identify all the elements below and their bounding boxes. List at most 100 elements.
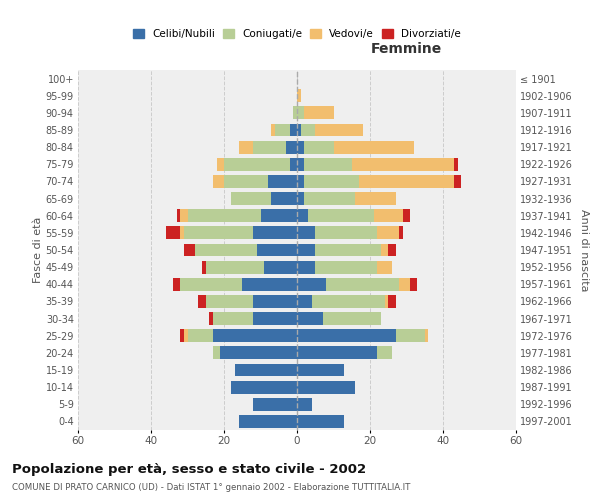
Bar xyxy=(323,312,381,325)
Legend: Celibi/Nubili, Coniugati/e, Vedovi/e, Divorziati/e: Celibi/Nubili, Coniugati/e, Vedovi/e, Di… xyxy=(129,25,465,43)
Bar xyxy=(176,210,180,222)
Bar xyxy=(290,158,297,170)
Bar xyxy=(399,278,410,290)
Bar xyxy=(184,330,187,342)
Bar xyxy=(220,346,297,360)
Bar xyxy=(297,90,301,102)
Bar xyxy=(454,158,458,170)
Bar xyxy=(297,192,304,205)
Bar xyxy=(297,106,304,120)
Bar xyxy=(180,226,184,239)
Bar xyxy=(202,260,206,274)
Bar xyxy=(180,278,242,290)
Bar xyxy=(381,244,388,256)
Bar xyxy=(232,192,271,205)
Bar xyxy=(301,124,315,136)
Bar xyxy=(297,364,344,376)
Bar xyxy=(209,312,213,325)
Bar xyxy=(242,278,297,290)
Bar xyxy=(410,278,418,290)
Bar xyxy=(253,295,297,308)
Bar xyxy=(297,330,395,342)
Bar xyxy=(206,260,264,274)
Bar xyxy=(297,140,304,153)
Bar xyxy=(297,295,311,308)
Bar xyxy=(315,124,362,136)
Bar xyxy=(388,295,395,308)
Bar xyxy=(315,260,377,274)
Bar xyxy=(297,415,344,428)
Bar xyxy=(264,260,297,274)
Bar xyxy=(187,210,260,222)
Bar xyxy=(253,398,297,410)
Bar xyxy=(297,244,315,256)
Bar xyxy=(180,210,187,222)
Bar xyxy=(315,244,381,256)
Bar xyxy=(352,158,454,170)
Bar xyxy=(239,140,253,153)
Bar xyxy=(290,124,297,136)
Bar xyxy=(217,158,224,170)
Bar xyxy=(297,158,304,170)
Bar xyxy=(395,330,425,342)
Bar xyxy=(334,140,414,153)
Bar xyxy=(304,175,359,188)
Bar xyxy=(297,398,311,410)
Bar xyxy=(224,158,290,170)
Bar xyxy=(388,244,395,256)
Y-axis label: Anni di nascita: Anni di nascita xyxy=(578,209,589,291)
Bar xyxy=(199,295,206,308)
Bar xyxy=(253,312,297,325)
Bar xyxy=(385,295,388,308)
Y-axis label: Fasce di età: Fasce di età xyxy=(32,217,43,283)
Bar xyxy=(308,210,374,222)
Bar xyxy=(260,210,297,222)
Bar xyxy=(399,226,403,239)
Bar xyxy=(377,346,392,360)
Bar xyxy=(359,175,454,188)
Bar xyxy=(297,175,304,188)
Bar xyxy=(297,380,355,394)
Bar xyxy=(425,330,428,342)
Bar xyxy=(374,210,403,222)
Bar xyxy=(304,106,334,120)
Bar xyxy=(297,346,377,360)
Bar xyxy=(297,312,323,325)
Bar xyxy=(304,140,334,153)
Bar xyxy=(297,210,308,222)
Bar xyxy=(297,260,315,274)
Bar xyxy=(257,244,297,256)
Bar xyxy=(271,192,297,205)
Bar xyxy=(403,210,410,222)
Bar xyxy=(195,244,257,256)
Text: Femmine: Femmine xyxy=(371,42,442,56)
Bar xyxy=(297,278,326,290)
Bar xyxy=(275,124,290,136)
Bar xyxy=(304,158,352,170)
Bar xyxy=(213,175,224,188)
Bar xyxy=(454,175,461,188)
Bar xyxy=(297,226,315,239)
Bar xyxy=(377,226,399,239)
Bar xyxy=(180,330,184,342)
Bar xyxy=(326,278,399,290)
Bar xyxy=(235,364,297,376)
Bar xyxy=(297,124,301,136)
Bar xyxy=(253,140,286,153)
Bar xyxy=(286,140,297,153)
Bar xyxy=(213,312,253,325)
Text: Popolazione per età, sesso e stato civile - 2002: Popolazione per età, sesso e stato civil… xyxy=(12,462,366,475)
Bar xyxy=(311,295,385,308)
Bar xyxy=(213,346,220,360)
Bar xyxy=(184,244,195,256)
Bar xyxy=(184,226,253,239)
Bar xyxy=(304,192,355,205)
Bar xyxy=(173,278,180,290)
Text: COMUNE DI PRATO CARNICO (UD) - Dati ISTAT 1° gennaio 2002 - Elaborazione TUTTITA: COMUNE DI PRATO CARNICO (UD) - Dati ISTA… xyxy=(12,482,410,492)
Bar xyxy=(232,380,297,394)
Bar xyxy=(187,330,213,342)
Bar xyxy=(355,192,395,205)
Bar xyxy=(206,295,253,308)
Bar xyxy=(213,330,297,342)
Bar xyxy=(239,415,297,428)
